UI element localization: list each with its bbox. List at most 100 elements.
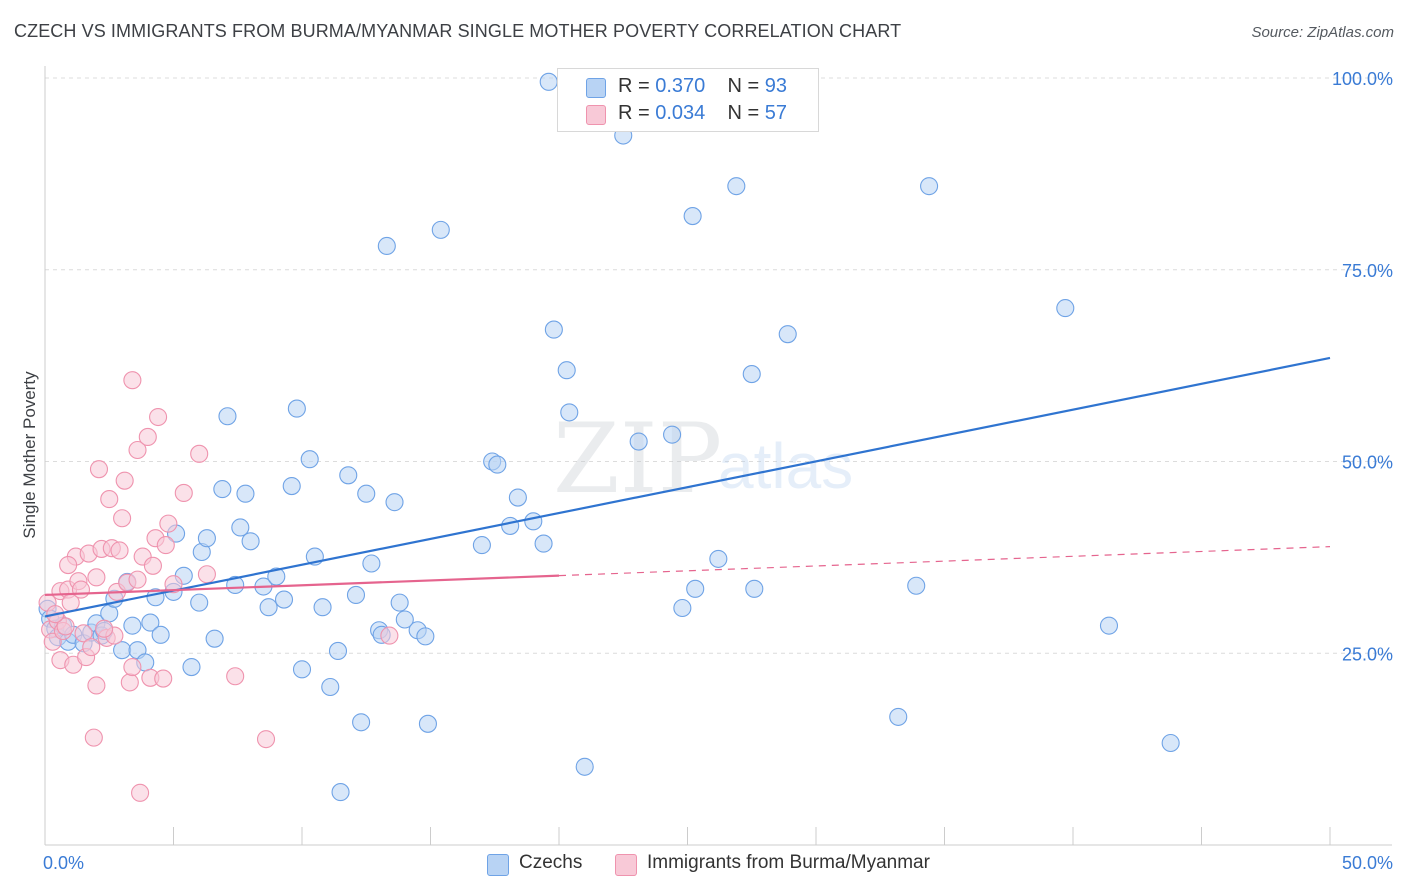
czechs-point bbox=[231, 518, 250, 537]
tick-labels: 25.0% 50.0% 75.0% 100.0% 0.0% 50.0% bbox=[43, 69, 1393, 873]
czechs-point bbox=[236, 484, 255, 503]
czechs-trend-line bbox=[44, 356, 1331, 618]
czechs-point bbox=[182, 658, 201, 677]
czechs-point bbox=[920, 177, 939, 196]
czechs-point bbox=[313, 598, 332, 617]
chart-title: CZECH VS IMMIGRANTS FROM BURMA/MYANMAR S… bbox=[14, 21, 902, 41]
czechs-point bbox=[508, 488, 527, 507]
n-label: N = bbox=[727, 102, 765, 124]
czechs-point bbox=[352, 713, 371, 732]
n-value: 57 bbox=[764, 102, 788, 124]
czechs-point bbox=[501, 516, 520, 535]
czechs-point bbox=[663, 425, 682, 444]
czechs-point bbox=[339, 466, 358, 485]
burma-point bbox=[138, 427, 157, 447]
czechs-point bbox=[377, 236, 396, 256]
czechs-point bbox=[300, 450, 319, 469]
czechs-point bbox=[141, 613, 160, 632]
czechs-point bbox=[362, 554, 381, 573]
burma-point bbox=[164, 575, 183, 594]
czechs-point bbox=[575, 757, 594, 776]
burma-trend-line-extension bbox=[558, 546, 1331, 577]
czechs-point bbox=[416, 627, 435, 646]
burma-swatch bbox=[586, 105, 606, 125]
trend-lines bbox=[44, 356, 1331, 618]
burma-point bbox=[59, 555, 78, 575]
burma-point bbox=[95, 619, 114, 638]
burma-legend-swatch bbox=[615, 854, 637, 876]
burma-point bbox=[143, 556, 162, 575]
czechs-point bbox=[213, 480, 232, 499]
n-value: 93 bbox=[764, 75, 788, 97]
czechs-swatch bbox=[586, 78, 606, 98]
czechs-point bbox=[390, 593, 409, 612]
czechs-point bbox=[418, 714, 437, 733]
czechs-point bbox=[629, 432, 648, 451]
czechs-point bbox=[727, 177, 746, 196]
burma-point bbox=[115, 471, 134, 490]
czechs-point bbox=[889, 707, 908, 726]
czechs-point bbox=[282, 476, 301, 496]
czechs-point bbox=[357, 484, 376, 503]
burma-point bbox=[154, 669, 173, 688]
n-label: N = bbox=[727, 75, 765, 97]
x-tick-label: 0.0% bbox=[43, 853, 84, 873]
czechs-point bbox=[321, 677, 340, 697]
y-tick-label: 100.0% bbox=[1332, 69, 1393, 89]
burma-point bbox=[82, 638, 101, 657]
czechs-point bbox=[267, 567, 286, 586]
y-axis-label: Single Mother Poverty bbox=[20, 371, 39, 539]
x-tick-label: 50.0% bbox=[1342, 853, 1393, 873]
y-tick-label: 25.0% bbox=[1342, 644, 1393, 664]
czechs-point bbox=[287, 399, 306, 418]
czechs-point bbox=[241, 532, 260, 551]
burma-point bbox=[123, 658, 142, 677]
r-value: 0.370 bbox=[655, 75, 706, 97]
r-value: 0.034 bbox=[655, 102, 706, 124]
r-label: R = bbox=[618, 75, 656, 97]
czechs-point bbox=[151, 625, 170, 644]
data-points bbox=[38, 72, 1180, 802]
czechs-point bbox=[331, 783, 350, 802]
czechs-point bbox=[1056, 299, 1075, 318]
czechs-point bbox=[226, 575, 245, 595]
burma-point bbox=[174, 483, 193, 502]
czechs-point bbox=[557, 361, 576, 380]
burma-point bbox=[87, 676, 106, 695]
czechs-point bbox=[205, 629, 224, 648]
czechs-point bbox=[346, 585, 366, 605]
stats-legend: R = 0.370 N = 93 R = 0.034 N = 57 bbox=[557, 68, 819, 132]
burma-point bbox=[159, 514, 178, 533]
legend-label: Immigrants from Burma/Myanmar bbox=[647, 852, 930, 873]
watermark-atlas: atlas bbox=[718, 430, 853, 502]
y-tick-label: 75.0% bbox=[1342, 261, 1393, 281]
czechs-point bbox=[907, 576, 926, 595]
czechs-point bbox=[742, 365, 761, 384]
burma-point bbox=[226, 667, 245, 686]
czechs-point bbox=[259, 598, 278, 617]
czechs-point bbox=[123, 616, 142, 635]
czechs-point bbox=[560, 403, 579, 422]
burma-point bbox=[149, 407, 168, 427]
burma-point bbox=[131, 783, 150, 802]
legend-label: Czechs bbox=[519, 852, 583, 873]
burma-point bbox=[190, 444, 209, 463]
burma-point bbox=[123, 371, 142, 390]
czechs-point bbox=[524, 512, 543, 531]
burma-point bbox=[87, 568, 106, 587]
source-label: Source: ZipAtlas.com bbox=[1251, 24, 1394, 41]
czechs-point bbox=[539, 72, 558, 91]
burma-point bbox=[71, 580, 91, 599]
burma-point bbox=[74, 624, 93, 643]
czechs-point bbox=[472, 536, 491, 555]
czechs-point bbox=[385, 493, 404, 512]
burma-point bbox=[113, 509, 132, 528]
czechs-point bbox=[534, 534, 553, 553]
czechs-point bbox=[1161, 733, 1180, 753]
czechs-point bbox=[544, 320, 563, 339]
burma-point bbox=[100, 490, 119, 509]
czechs-point bbox=[197, 529, 216, 548]
y-tick-label: 50.0% bbox=[1342, 453, 1393, 473]
czechs-point bbox=[1099, 616, 1119, 635]
